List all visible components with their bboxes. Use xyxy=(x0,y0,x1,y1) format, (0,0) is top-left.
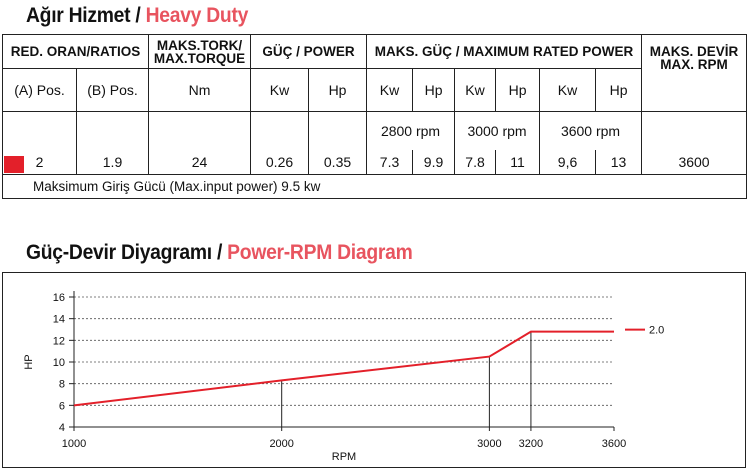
x-axis-label: RPM xyxy=(332,451,356,463)
diagram-title-en: Power-RPM Diagram xyxy=(227,241,413,264)
diagram-title: Güç-Devir Diyagramı / Power-RPM Diagram xyxy=(26,241,413,265)
rpm-label-3000: 3000 rpm xyxy=(454,111,541,150)
power-kw-header: Kw xyxy=(250,68,310,112)
spec-table: RED. ORAN/RATIOS MAKS.TORK/ MAX.TORQUE G… xyxy=(1,34,748,199)
diagram-title-tr: Güç-Devir Diyagramı / xyxy=(26,241,223,264)
y-tick-label-6: 6 xyxy=(59,400,65,412)
torque-value: 24 xyxy=(148,149,252,175)
red-marker xyxy=(4,156,24,173)
max-rpm-value: 3600 xyxy=(641,149,748,175)
kw-3600-value: 9,6 xyxy=(539,149,597,175)
max-rpm-header-line2: MAX. RPM xyxy=(660,57,728,72)
title-tr: Ağır Hizmet / xyxy=(26,4,141,27)
kw-3000-header: Kw xyxy=(454,68,497,112)
torque-header: MAKS.TORK/ MAX.TORQUE xyxy=(148,34,252,69)
y-tick-label-12: 12 xyxy=(53,335,65,347)
y-tick-label-10: 10 xyxy=(53,357,65,369)
power-hp-value: 0.35 xyxy=(308,149,368,175)
max-rpm-header: MAKS. DEVİR MAX. RPM xyxy=(641,34,748,112)
chart-frame: 4 6 8 10 12 14 16 1000 2000 3000 3200 3600 RPM HP 2.0 xyxy=(2,272,746,468)
hp-2800-value: 9.9 xyxy=(412,149,456,175)
x-tick-label-1000: 1000 xyxy=(62,438,86,450)
y-tick-label-4: 4 xyxy=(59,422,65,434)
pos-b-value: 1.9 xyxy=(75,149,150,175)
hp-3600-value: 13 xyxy=(595,149,643,175)
power-hp-header: Hp xyxy=(308,68,368,112)
pos-a-header: (A) Pos. xyxy=(2,68,77,112)
x-tick-label-3600: 3600 xyxy=(602,438,626,450)
x-tick-label-3200: 3200 xyxy=(519,438,543,450)
hp-3600-header: Hp xyxy=(595,68,643,112)
max-rpm-header-line1: MAKS. DEVİR xyxy=(649,44,739,59)
pos-a-value: 2 xyxy=(35,153,44,170)
hp-3000-header: Hp xyxy=(495,68,541,112)
max-input-power-note: Maksimum Giriş Gücü (Max.input power) 9.… xyxy=(1,174,748,199)
pos-a-cell: 2 xyxy=(2,149,77,175)
heavy-duty-title: Ağır Hizmet / Heavy Duty xyxy=(26,4,248,28)
y-axis-label: HP xyxy=(23,354,35,369)
torque-header-line1: MAKS.TORK/ xyxy=(156,37,243,53)
y-tick-label-8: 8 xyxy=(59,379,65,391)
power-header: GÜÇ / POWER xyxy=(250,34,368,69)
title-en: Heavy Duty xyxy=(145,4,249,27)
x-tick-label-3000: 3000 xyxy=(477,438,501,450)
kw-3000-value: 7.8 xyxy=(454,149,497,175)
y-tick-label-14: 14 xyxy=(53,314,65,326)
hp-2800-header: Hp xyxy=(412,68,456,112)
torque-unit: Nm xyxy=(148,68,252,112)
power-rpm-chart: 4 6 8 10 12 14 16 1000 2000 3000 3200 3600 RPM HP 2.0 xyxy=(23,291,664,463)
pos-b-header: (B) Pos. xyxy=(75,68,150,112)
hp-3000-value: 11 xyxy=(495,149,541,175)
series-line-2.0 xyxy=(73,330,614,407)
max-power-header: MAKS. GÜÇ / MAXIMUM RATED POWER xyxy=(366,34,643,69)
power-kw-value: 0.26 xyxy=(250,149,310,175)
torque-header-line2: MAX.TORQUE xyxy=(153,50,246,66)
y-tick-label-16: 16 xyxy=(53,292,65,304)
rpm-label-2800: 2800 rpm xyxy=(366,111,456,150)
ratio-header: RED. ORAN/RATIOS xyxy=(1,34,150,69)
kw-2800-value: 7.3 xyxy=(366,149,414,175)
x-tick-label-2000: 2000 xyxy=(269,438,293,450)
kw-3600-header: Kw xyxy=(539,68,597,112)
rpm-label-3600: 3600 rpm xyxy=(539,111,643,150)
kw-2800-header: Kw xyxy=(366,68,414,112)
legend-label: 2.0 xyxy=(649,325,664,337)
